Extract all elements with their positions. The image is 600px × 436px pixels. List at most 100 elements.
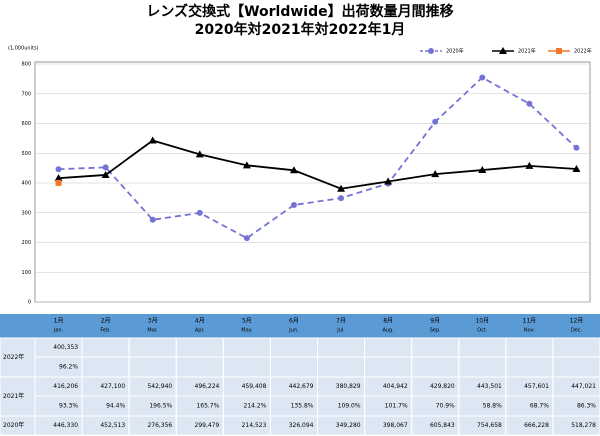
table-value: 416,206 (53, 383, 78, 390)
legend-label: 2021年 (518, 48, 536, 55)
table-header-ja: 10月 (475, 318, 489, 325)
table-header-ja: 11月 (523, 318, 537, 325)
table-value: 496,224 (195, 383, 220, 390)
data-point (101, 170, 110, 178)
y-tick-label: 0 (28, 300, 31, 306)
table-header-ja: 5月 (242, 318, 252, 325)
table-header-ja: 1月 (54, 318, 64, 325)
table-value: 447,021 (571, 383, 596, 390)
table-value: 452,513 (100, 422, 125, 429)
y-tick-label: 500 (21, 151, 31, 157)
table-header-en: Feb. (100, 328, 111, 334)
table-header-ja: 8月 (383, 318, 393, 325)
table-ratio: 58.8% (483, 403, 502, 410)
table-value: 404,942 (383, 383, 408, 390)
data-point (102, 164, 109, 171)
data-point (338, 195, 345, 202)
data-point (573, 144, 580, 151)
table-value: 442,679 (289, 383, 314, 390)
y-tick-label: 700 (21, 91, 31, 97)
table-value: 446,330 (53, 422, 78, 429)
table-header-en: Mar. (147, 328, 158, 334)
data-point (148, 136, 157, 144)
table-header-ja: 9月 (430, 318, 440, 325)
table-header-en: Sep. (430, 328, 441, 334)
data-point (478, 166, 487, 174)
table-header-en: Jul. (336, 328, 345, 334)
table-ratio: 86.3% (577, 403, 596, 410)
table-value: 605,843 (430, 422, 455, 429)
y-tick-label: 100 (21, 270, 31, 276)
y-tick-label: 200 (21, 240, 31, 246)
table-value: 666,228 (524, 422, 549, 429)
data-point (337, 184, 346, 192)
table-value: 457,601 (524, 383, 549, 390)
table-ratio: 101.7% (385, 403, 408, 410)
data-point (242, 161, 251, 169)
chart-subtitle: 2020年対2021年対2022年1月 (195, 21, 406, 38)
table-ratio: 165.7% (196, 403, 219, 410)
table-value: 443,501 (477, 383, 502, 390)
table-header-ja: 4月 (195, 318, 205, 325)
table-header-en: Oct. (477, 328, 488, 334)
data-point (289, 166, 298, 174)
data-point (431, 170, 440, 178)
table-header-en: Nov. (524, 328, 535, 334)
table-row-label: 2021年 (3, 392, 24, 400)
table-header-en: Apr. (195, 328, 205, 334)
legend-label: 2020年 (446, 48, 464, 55)
table-header-ja: 12月 (570, 318, 584, 325)
series-line (58, 139, 577, 190)
y-axis-label: (1,000units) (8, 46, 39, 52)
legend-marker (556, 48, 562, 54)
data-point (572, 165, 581, 173)
table-value: 326,094 (289, 422, 314, 429)
table-cell (552, 415, 600, 436)
table-ratio: 96.2% (59, 364, 78, 371)
table-row-label: 2020年 (3, 421, 24, 429)
data-point (479, 74, 486, 81)
data-point (149, 216, 156, 223)
table-value: 754,658 (477, 422, 502, 429)
table-ratio: 109.0% (338, 403, 361, 410)
data-point (55, 179, 62, 186)
y-tick-label: 800 (21, 62, 31, 68)
table-row-bg (0, 416, 600, 435)
table-value: 542,940 (147, 383, 172, 390)
data-point (384, 177, 393, 185)
plot-frame (34, 61, 591, 303)
data-point (55, 166, 62, 173)
table-row-label-cell (0, 415, 36, 436)
table-value: 398,067 (383, 422, 408, 429)
table-header-en: Jan. (53, 328, 64, 334)
data-point (526, 100, 533, 107)
table-value: 349,280 (336, 422, 361, 429)
table-value: 299,479 (195, 422, 220, 429)
table-header-en: May. (241, 328, 253, 334)
table-header-ja: 2月 (101, 318, 111, 325)
table-ratio: 70.9% (436, 403, 455, 410)
legend-marker (428, 48, 434, 54)
data-point (195, 150, 204, 158)
table-ratio: 135.8% (291, 403, 314, 410)
table-value: 214,523 (242, 422, 267, 429)
table-value: 429,820 (430, 383, 455, 390)
y-tick-label: 300 (21, 210, 31, 216)
table-value: 518,278 (571, 422, 596, 429)
table-header-en: Jun. (288, 328, 299, 334)
legend-marker (499, 47, 507, 54)
table-ratio: 196.5% (149, 403, 172, 410)
table-header-bg (0, 314, 600, 338)
y-tick-label: 600 (21, 121, 31, 127)
table-value: 427,100 (100, 383, 125, 390)
data-point (54, 174, 63, 182)
series-line (58, 76, 578, 240)
data-point (196, 209, 203, 216)
data-point (432, 118, 439, 125)
data-point (290, 201, 297, 208)
table-row-label: 2022年 (3, 353, 24, 361)
data-point (243, 235, 250, 242)
table-ratio: 93.3% (59, 403, 78, 410)
table-ratio: 68.7% (530, 403, 549, 410)
